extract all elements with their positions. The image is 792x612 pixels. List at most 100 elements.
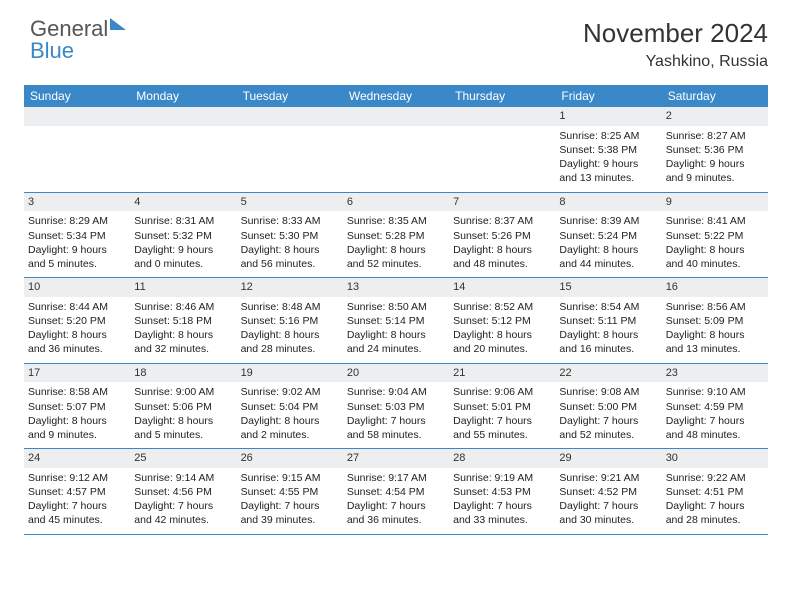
daylight-text: Daylight: 7 hours and 42 minutes. bbox=[134, 499, 232, 527]
sunset-text: Sunset: 4:56 PM bbox=[134, 485, 232, 499]
calendar-day: 6 Sunrise: 8:35 AMSunset: 5:28 PMDaylight… bbox=[343, 193, 449, 278]
day-number: 13 bbox=[343, 278, 449, 297]
daylight-text: Daylight: 8 hours and 2 minutes. bbox=[241, 414, 339, 442]
page-subtitle: Yashkino, Russia bbox=[24, 53, 768, 71]
daylight-text: Daylight: 8 hours and 28 minutes. bbox=[241, 328, 339, 356]
day-number: 4 bbox=[130, 193, 236, 212]
sunrise-text: Sunrise: 8:58 AM bbox=[28, 385, 126, 399]
day-number: 14 bbox=[449, 278, 555, 297]
daylight-text: Daylight: 8 hours and 36 minutes. bbox=[28, 328, 126, 356]
daylight-text: Daylight: 8 hours and 9 minutes. bbox=[28, 414, 126, 442]
calendar-day: 5Sunrise: 8:33 AMSunset: 5:30 PMDaylight… bbox=[237, 193, 343, 278]
daylight-text: Daylight: 9 hours and 9 minutes. bbox=[666, 157, 764, 185]
sunset-text: Sunset: 5:09 PM bbox=[666, 314, 764, 328]
calendar-day: 20 Sunrise: 9:04 AMSunset: 5:03 PMDayligh… bbox=[343, 364, 449, 449]
day-number: 2 bbox=[662, 107, 768, 126]
calendar-day bbox=[449, 107, 555, 192]
day-number: 23 bbox=[662, 364, 768, 383]
day-number: 5 bbox=[237, 193, 343, 212]
logo: General Blue bbox=[30, 18, 126, 62]
sunset-text: Sunset: 5:34 PM bbox=[28, 229, 126, 243]
sunset-text: Sunset: 5:36 PM bbox=[666, 143, 764, 157]
sunset-text: Sunset: 5:03 PM bbox=[347, 400, 445, 414]
calendar-day: 14Sunrise: 8:52 AMSunset: 5:12 PMDayligh… bbox=[449, 278, 555, 363]
calendar-day: 4Sunrise: 8:31 AMSunset: 5:32 PMDaylight… bbox=[130, 193, 236, 278]
day-number: 30 bbox=[662, 449, 768, 468]
calendar-day: 24Sunrise: 9:12 AMSunset: 4:57 PMDayligh… bbox=[24, 449, 130, 534]
col-saturday: Saturday bbox=[662, 85, 768, 107]
sunrise-text: Sunrise: 8:54 AM bbox=[559, 300, 657, 314]
day-number bbox=[24, 107, 130, 126]
page-title: November 2024 bbox=[24, 18, 768, 49]
calendar-day: 8Sunrise: 8:39 AMSunset: 5:24 PMDaylight… bbox=[555, 193, 661, 278]
sunrise-text: Sunrise: 8:35 AM bbox=[347, 214, 445, 228]
calendar-week: 24Sunrise: 9:12 AMSunset: 4:57 PMDayligh… bbox=[24, 449, 768, 535]
sunset-text: Sunset: 5:04 PM bbox=[241, 400, 339, 414]
day-number: 6 bbox=[343, 193, 449, 212]
day-number: 11 bbox=[130, 278, 236, 297]
calendar-header-row: Sunday Monday Tuesday Wednesday Thursday… bbox=[24, 85, 768, 107]
calendar-day: 13Sunrise: 8:50 AMSunset: 5:14 PMDayligh… bbox=[343, 278, 449, 363]
logo-text-2: Blue bbox=[30, 38, 74, 63]
day-number: 26 bbox=[237, 449, 343, 468]
day-number: 16 bbox=[662, 278, 768, 297]
calendar-day: 18Sunrise: 9:00 AMSunset: 5:06 PMDayligh… bbox=[130, 364, 236, 449]
calendar-day bbox=[343, 107, 449, 192]
daylight-text: Daylight: 8 hours and 5 minutes. bbox=[134, 414, 232, 442]
day-number: 21 bbox=[449, 364, 555, 383]
day-number: 10 bbox=[24, 278, 130, 297]
col-wednesday: Wednesday bbox=[343, 85, 449, 107]
day-number bbox=[237, 107, 343, 126]
calendar-day: 23Sunrise: 9:10 AMSunset: 4:59 PMDayligh… bbox=[662, 364, 768, 449]
sunrise-text: Sunrise: 8:33 AM bbox=[241, 214, 339, 228]
sunset-text: Sunset: 5:06 PM bbox=[134, 400, 232, 414]
daylight-text: Daylight: 7 hours and 33 minutes. bbox=[453, 499, 551, 527]
daylight-text: Daylight: 8 hours and 13 minutes. bbox=[666, 328, 764, 356]
calendar-day: 1Sunrise: 8:25 AMSunset: 5:38 PMDaylight… bbox=[555, 107, 661, 192]
day-number: 25 bbox=[130, 449, 236, 468]
sunset-text: Sunset: 4:53 PM bbox=[453, 485, 551, 499]
calendar-day: 26Sunrise: 9:15 AMSunset: 4:55 PMDayligh… bbox=[237, 449, 343, 534]
day-number: 12 bbox=[237, 278, 343, 297]
daylight-text: Daylight: 7 hours and 28 minutes. bbox=[666, 499, 764, 527]
calendar-day: 30Sunrise: 9:22 AMSunset: 4:51 PMDayligh… bbox=[662, 449, 768, 534]
sunset-text: Sunset: 5:00 PM bbox=[559, 400, 657, 414]
sunset-text: Sunset: 5:14 PM bbox=[347, 314, 445, 328]
sunrise-text: Sunrise: 8:27 AM bbox=[666, 129, 764, 143]
daylight-text: Daylight: 8 hours and 40 minutes. bbox=[666, 243, 764, 271]
day-number: 17 bbox=[24, 364, 130, 383]
sunset-text: Sunset: 5:22 PM bbox=[666, 229, 764, 243]
sunrise-text: Sunrise: 9:00 AM bbox=[134, 385, 232, 399]
sunrise-text: Sunrise: 8:25 AM bbox=[559, 129, 657, 143]
day-number: 29 bbox=[555, 449, 661, 468]
day-number: 22 bbox=[555, 364, 661, 383]
calendar-week: 1Sunrise: 8:25 AMSunset: 5:38 PMDaylight… bbox=[24, 107, 768, 193]
sunrise-text: Sunrise: 8:44 AM bbox=[28, 300, 126, 314]
daylight-text: Daylight: 8 hours and 56 minutes. bbox=[241, 243, 339, 271]
calendar-day bbox=[130, 107, 236, 192]
sunset-text: Sunset: 5:28 PM bbox=[347, 229, 445, 243]
daylight-text: Daylight: 8 hours and 52 minutes. bbox=[347, 243, 445, 271]
sunrise-text: Sunrise: 9:21 AM bbox=[559, 471, 657, 485]
daylight-text: Daylight: 9 hours and 13 minutes. bbox=[559, 157, 657, 185]
daylight-text: Daylight: 8 hours and 44 minutes. bbox=[559, 243, 657, 271]
sunrise-text: Sunrise: 9:04 AM bbox=[347, 385, 445, 399]
sunset-text: Sunset: 5:07 PM bbox=[28, 400, 126, 414]
calendar-day: 21Sunrise: 9:06 AMSunset: 5:01 PMDayligh… bbox=[449, 364, 555, 449]
day-number: 3 bbox=[24, 193, 130, 212]
calendar-day: 16Sunrise: 8:56 AMSunset: 5:09 PMDayligh… bbox=[662, 278, 768, 363]
calendar-week: 10Sunrise: 8:44 AMSunset: 5:20 PMDayligh… bbox=[24, 278, 768, 364]
sunrise-text: Sunrise: 9:08 AM bbox=[559, 385, 657, 399]
daylight-text: Daylight: 7 hours and 58 minutes. bbox=[347, 414, 445, 442]
sunset-text: Sunset: 5:11 PM bbox=[559, 314, 657, 328]
day-number: 15 bbox=[555, 278, 661, 297]
daylight-text: Daylight: 7 hours and 39 minutes. bbox=[241, 499, 339, 527]
daylight-text: Daylight: 7 hours and 48 minutes. bbox=[666, 414, 764, 442]
day-number: 20 bbox=[343, 364, 449, 383]
logo-triangle-icon bbox=[110, 18, 126, 30]
day-number: 7 bbox=[449, 193, 555, 212]
sunrise-text: Sunrise: 9:22 AM bbox=[666, 471, 764, 485]
sunrise-text: Sunrise: 8:39 AM bbox=[559, 214, 657, 228]
page-header: November 2024 Yashkino, Russia bbox=[24, 18, 768, 71]
sunset-text: Sunset: 5:01 PM bbox=[453, 400, 551, 414]
